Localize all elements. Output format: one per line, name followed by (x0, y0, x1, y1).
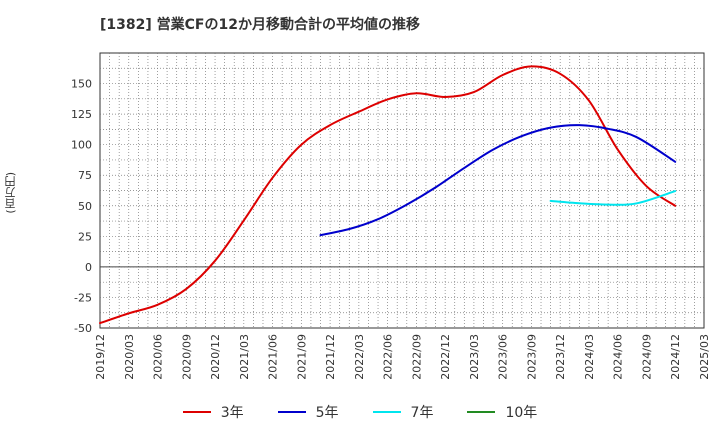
legend-item: 5年 (277, 402, 339, 422)
x-tick-label: 2023/06 (497, 334, 510, 380)
y-tick-label: 125 (71, 108, 92, 121)
x-tick-label: 2022/09 (410, 334, 423, 380)
x-tick-label: 2024/09 (640, 334, 653, 380)
y-tick-label: 150 (71, 78, 92, 91)
legend-item: 7年 (372, 402, 434, 422)
y-tick-label: 25 (78, 230, 92, 243)
x-tick-label: 2023/09 (525, 334, 538, 380)
series-lines (99, 65, 677, 325)
grid-lines (100, 53, 704, 328)
x-tick-label: 2022/12 (439, 334, 452, 380)
x-tick-label: 2020/06 (152, 334, 165, 380)
x-tick-label: 2021/03 (238, 334, 251, 380)
x-tick-label: 2022/06 (382, 334, 395, 380)
legend-swatch (372, 411, 401, 413)
legend-swatch (182, 411, 211, 413)
y-tick-label: 100 (71, 139, 92, 152)
axes: -50 -25 0 25 50 75 100 125 150 2019/12 2020/03 2020… (71, 78, 711, 380)
legend-item: 3年 (182, 402, 244, 422)
series-line-1 (99, 65, 677, 325)
legend-swatch (467, 411, 496, 413)
x-tick-label: 2024/03 (583, 334, 596, 380)
line-chart: -50 -25 0 25 50 75 100 125 150 2019/12 2020/03 2020… (71, 52, 711, 380)
series-line-3 (549, 190, 677, 206)
legend: 3年 5年 7年 10年 (0, 402, 720, 422)
y-tick-label: -50 (74, 322, 92, 335)
x-tick-label: 2020/03 (123, 334, 136, 380)
x-tick-label: 2021/06 (267, 334, 280, 380)
x-tick-label: 2023/12 (554, 334, 567, 380)
x-tick-label: 2021/12 (324, 334, 337, 380)
x-tick-label: 2024/06 (612, 334, 625, 380)
x-tick-label: 2024/12 (669, 334, 682, 380)
legend-label: 3年 (220, 405, 244, 421)
x-tick-label: 2020/09 (180, 334, 193, 380)
y-tick-label: 75 (78, 169, 92, 182)
x-tick-label: 2022/03 (353, 334, 366, 380)
legend-label: 10年 (505, 405, 538, 421)
x-tick-label: 2023/03 (468, 334, 481, 380)
legend-label: 7年 (410, 405, 434, 421)
x-tick-label: 2019/12 (94, 334, 107, 380)
x-tick-label: 2025/03 (698, 334, 711, 380)
legend-item: 10年 (467, 402, 537, 422)
y-tick-label: 0 (85, 261, 92, 274)
series-line-2 (319, 124, 677, 237)
y-tick-label: -25 (74, 291, 92, 304)
x-tick-label: 2021/09 (295, 334, 308, 380)
y-tick-label: 50 (78, 200, 92, 213)
chart-title: [1382] 営業CFの12か月移動合計の平均値の推移 (100, 17, 420, 33)
legend-swatch (277, 411, 306, 413)
legend-label: 5年 (315, 405, 339, 421)
x-tick-label: 2020/12 (209, 334, 222, 380)
